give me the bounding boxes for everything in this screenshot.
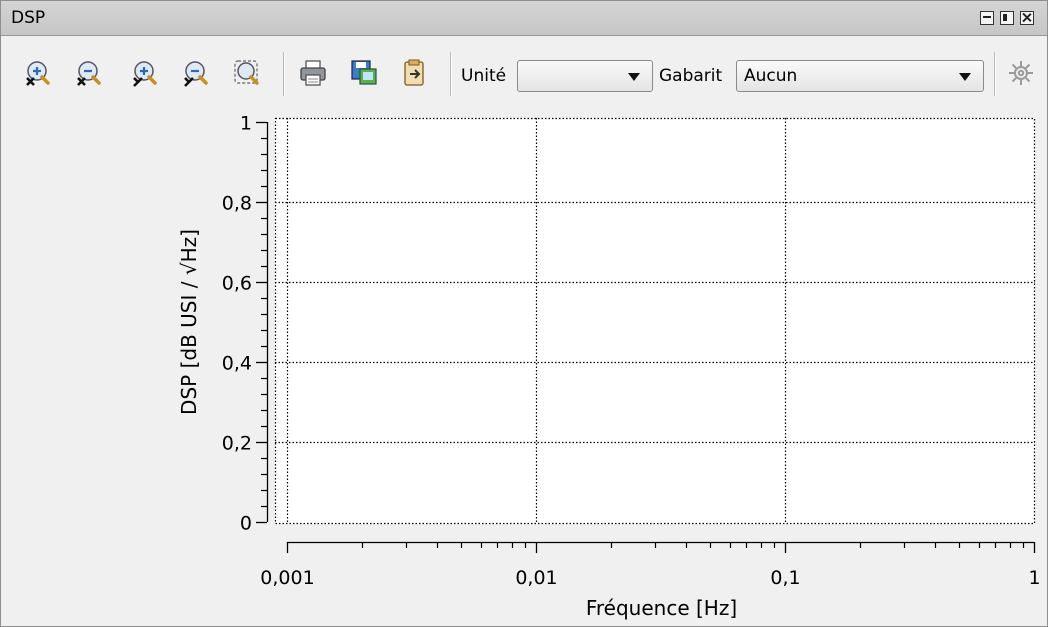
title-bar: DSP bbox=[1, 1, 1047, 36]
zoom-x-in-button[interactable] bbox=[23, 58, 53, 88]
zoom-y-out-button[interactable] bbox=[181, 58, 211, 88]
gabarit-select-value: Aucun bbox=[744, 66, 798, 86]
print-icon bbox=[300, 60, 326, 86]
zoom-x-out-button[interactable] bbox=[74, 58, 104, 88]
zoom-fit-button[interactable] bbox=[232, 58, 262, 88]
zoom-x-in-icon bbox=[26, 61, 50, 86]
save-image-icon bbox=[351, 60, 377, 85]
export-icon bbox=[404, 59, 424, 86]
toolbar-separator bbox=[994, 52, 996, 96]
zoom-y-out-icon bbox=[184, 61, 208, 87]
unit-select[interactable] bbox=[517, 60, 653, 92]
zoom-x-out-icon bbox=[77, 61, 101, 86]
y-tick-label: 1 bbox=[240, 113, 252, 135]
y-tick-label: 0,8 bbox=[222, 193, 252, 215]
toolbar-separator bbox=[450, 52, 452, 96]
save-image-button[interactable] bbox=[349, 58, 379, 88]
window-title: DSP bbox=[11, 8, 46, 28]
toolbar-separator bbox=[283, 52, 285, 96]
zoom-y-in-button[interactable] bbox=[130, 58, 160, 88]
y-tick-label: 0 bbox=[240, 513, 252, 535]
settings-button[interactable] bbox=[1006, 58, 1036, 88]
x-tick-label: 0,001 bbox=[260, 567, 314, 589]
minimize-button[interactable] bbox=[980, 11, 994, 25]
toolbar: Unité Gabarit Aucun bbox=[1, 36, 1047, 110]
close-button[interactable] bbox=[1020, 11, 1034, 25]
gabarit-select[interactable]: Aucun bbox=[736, 60, 984, 92]
gear-icon bbox=[1009, 61, 1033, 85]
chevron-down-icon bbox=[628, 73, 640, 81]
plot-area[interactable] bbox=[275, 118, 1035, 524]
y-tick-label: 0,6 bbox=[222, 273, 252, 295]
plot-frame bbox=[274, 117, 1036, 525]
y-tick-label: 0,4 bbox=[222, 353, 252, 375]
x-tick-label: 1 bbox=[1028, 567, 1040, 589]
x-tick-label: 0,1 bbox=[770, 567, 800, 589]
export-button[interactable] bbox=[399, 58, 429, 88]
gabarit-label: Gabarit bbox=[659, 66, 723, 86]
chevron-down-icon bbox=[959, 73, 971, 81]
zoom-y-in-icon bbox=[133, 61, 157, 87]
x-tick-label: 0,01 bbox=[515, 567, 557, 589]
print-button[interactable] bbox=[298, 58, 328, 88]
restore-button[interactable] bbox=[1000, 11, 1014, 25]
zoom-fit-icon bbox=[234, 60, 259, 85]
x-axis-title: Fréquence [Hz] bbox=[586, 596, 737, 620]
y-axis-title: DSP [dB USI / √Hz] bbox=[177, 229, 201, 415]
y-tick-label: 0,2 bbox=[222, 433, 252, 455]
unit-label: Unité bbox=[461, 66, 507, 86]
